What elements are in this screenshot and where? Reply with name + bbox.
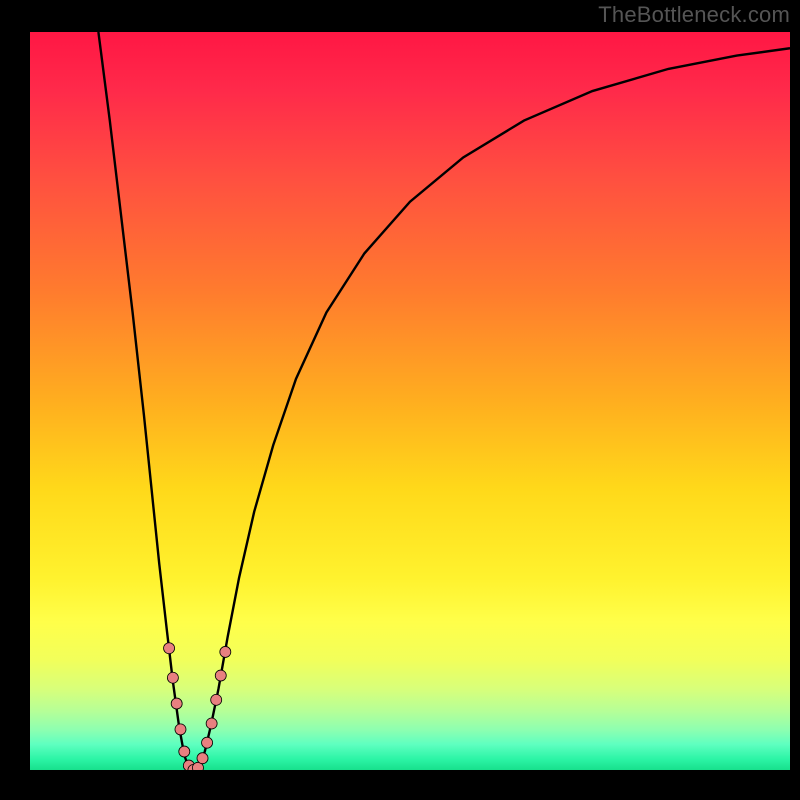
curve-marker bbox=[179, 746, 190, 757]
watermark-text: TheBottleneck.com bbox=[598, 2, 790, 28]
frame-right bbox=[790, 0, 800, 800]
curve-marker bbox=[197, 753, 208, 764]
frame-bottom bbox=[0, 770, 800, 800]
frame-left bbox=[0, 0, 30, 800]
curve-marker bbox=[167, 672, 178, 683]
curve-marker bbox=[175, 724, 186, 735]
curve-marker bbox=[206, 718, 217, 729]
curve-marker bbox=[215, 670, 226, 681]
chart-stage: TheBottleneck.com bbox=[0, 0, 800, 800]
curve-markers bbox=[30, 32, 790, 770]
curve-marker bbox=[211, 694, 222, 705]
curve-marker bbox=[171, 698, 182, 709]
curve-marker bbox=[220, 646, 231, 657]
curve-marker bbox=[164, 643, 175, 654]
curve-marker bbox=[202, 737, 213, 748]
plot-area bbox=[30, 32, 790, 770]
